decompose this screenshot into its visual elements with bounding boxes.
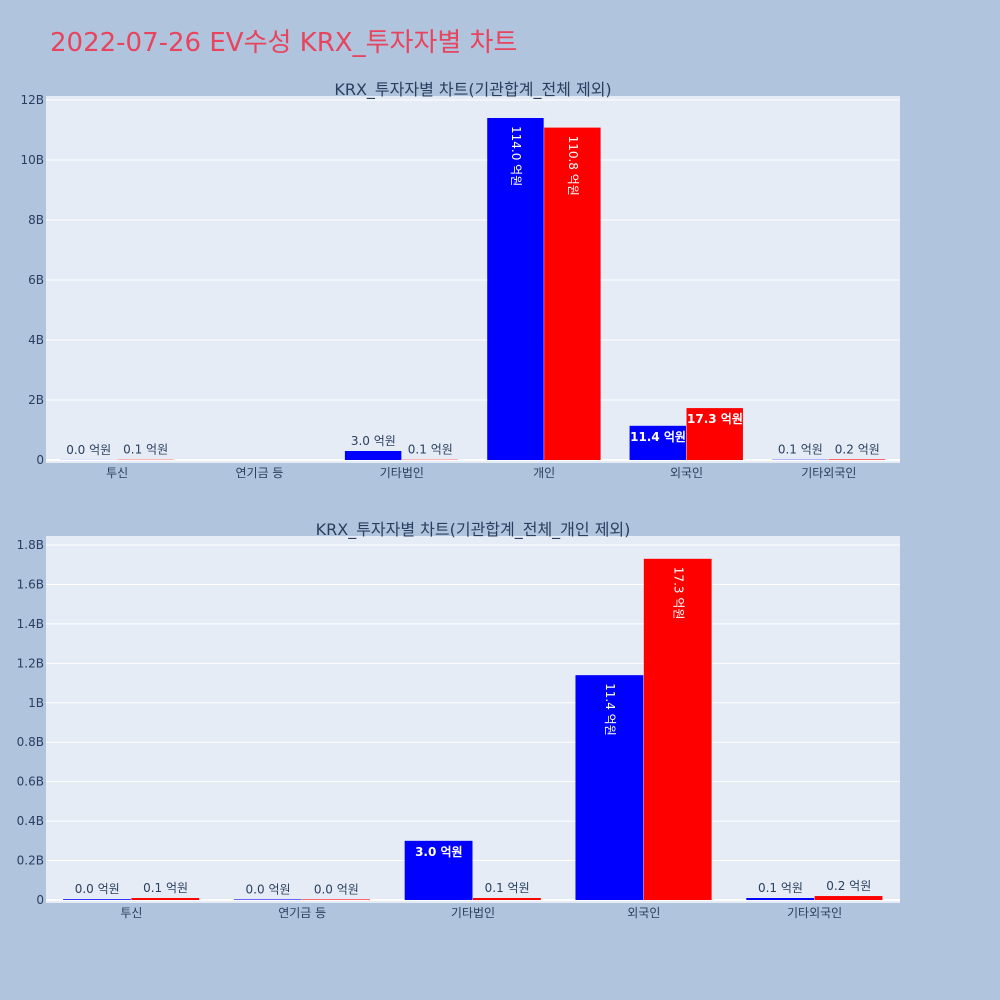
page-title: 2022-07-26 EV수성 KRX_투자자별 차트 — [50, 28, 518, 58]
bar-buy — [404, 840, 473, 900]
y-tick-label: 10B — [20, 153, 44, 167]
y-tick-label: 0 — [36, 453, 44, 467]
chart-bottom: 0 0.2B 0.4B 0.6B 0.8B 1B 1.2B 1.4B 1.6B 1.8B KRX_투… — [17, 520, 900, 920]
bar-sell — [544, 127, 601, 460]
x-tick-label: 개인 — [533, 466, 555, 480]
y-tick-label: 1.2B — [17, 656, 44, 670]
y-tick-label: 0.6B — [17, 775, 44, 789]
x-tick-label: 기타외국인 — [801, 466, 856, 480]
x-tick-label: 연기금 등 — [278, 906, 326, 920]
chart-title: KRX_투자자별 차트(기관합계_전체 제외) — [334, 80, 611, 100]
y-tick-label: 2B — [28, 393, 44, 407]
y-tick-label: 0.4B — [17, 814, 44, 828]
y-tick-label: 6B — [28, 273, 44, 287]
data-label: 3.0 억원 — [415, 845, 463, 859]
data-label: 0.0 억원 — [246, 882, 291, 896]
chart-title: KRX_투자자별 차트(기관합계_전체_개인 제외) — [316, 520, 631, 540]
bar-buy — [629, 425, 686, 460]
data-label: 0.1 억원 — [143, 881, 188, 895]
data-label: 0.2 억원 — [835, 442, 880, 456]
data-label: 0.1 억원 — [123, 443, 168, 457]
y-tick-label: 12B — [20, 93, 44, 107]
data-label: 114.0 억원 — [509, 126, 523, 186]
y-tick-label: 1.8B — [17, 538, 44, 552]
data-label: 11.4 억원 — [603, 683, 617, 736]
bar-buy — [233, 899, 302, 900]
bar-buy — [575, 675, 644, 900]
plot-area — [46, 536, 900, 903]
y-tick-label: 0.8B — [17, 735, 44, 749]
data-label: 3.0 억원 — [351, 434, 396, 448]
x-tick-label: 투신 — [106, 466, 128, 480]
data-label: 0.1 억원 — [758, 881, 803, 895]
bar-buy — [746, 898, 815, 900]
data-label: 0.1 억원 — [485, 881, 530, 895]
x-tick-label: 외국인 — [670, 466, 703, 480]
y-tick-label: 1B — [28, 696, 44, 710]
data-label: 0.1 억원 — [408, 443, 453, 457]
data-label: 0.2 억원 — [826, 879, 871, 893]
data-label: 0.1 억원 — [778, 443, 823, 457]
bar-sell — [302, 899, 371, 900]
x-tick-label: 기타외국인 — [787, 906, 842, 920]
bar-sell — [828, 459, 886, 460]
data-label: 0.0 억원 — [314, 882, 359, 896]
x-tick-label: 외국인 — [627, 906, 660, 920]
x-tick-label: 기타법인 — [451, 906, 495, 920]
bar-sell — [814, 896, 883, 900]
data-label: 17.3 억원 — [687, 412, 743, 426]
y-tick-label: 1.6B — [17, 577, 44, 591]
x-tick-label: 투신 — [120, 906, 142, 920]
y-tick-label: 0.2B — [17, 854, 44, 868]
bar-sell — [686, 408, 743, 460]
data-label: 17.3 억원 — [671, 567, 685, 620]
data-label: 11.4 억원 — [630, 430, 686, 444]
y-tick-label: 1.4B — [17, 617, 44, 631]
bar-sell — [131, 898, 200, 900]
x-tick-label: 기타법인 — [380, 466, 424, 480]
data-label: 110.8 억원 — [566, 136, 580, 196]
y-tick-label: 4B — [28, 333, 44, 347]
x-tick-label: 연기금 등 — [236, 466, 284, 480]
bar-buy — [487, 118, 544, 460]
bar-buy — [344, 451, 402, 460]
bar-sell — [473, 898, 541, 900]
bar-sell — [643, 558, 712, 900]
data-label: 0.0 억원 — [66, 443, 111, 457]
data-label: 0.0 억원 — [75, 882, 120, 896]
y-tick-label: 0 — [36, 893, 44, 907]
bar-buy — [63, 899, 131, 900]
chart-top: 0 2B 4B 6B 8B 10B 12B KRX_투자자별 차트(기관합계_전체 제외) 투신… — [20, 80, 900, 480]
y-tick-label: 8B — [28, 213, 44, 227]
